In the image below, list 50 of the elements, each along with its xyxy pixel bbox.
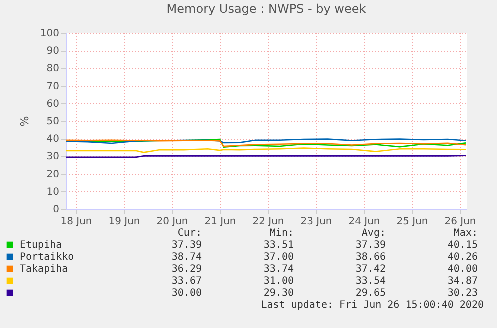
text: 37.00 [264, 252, 294, 263]
text: 33.54 [356, 276, 386, 287]
x-tick-label: 26 Jun [444, 216, 476, 228]
text: 40.15 [448, 240, 478, 251]
y-tick-label: 10 [46, 186, 60, 198]
text: 30.00 [172, 288, 202, 299]
y-tick-label: 50 [46, 116, 60, 128]
text: 38.74 [172, 252, 202, 263]
x-tick-label: 23 Jun [300, 216, 332, 228]
text: 29.65 [356, 288, 386, 299]
x-tick-label: 19 Jun [108, 216, 140, 228]
y-tick-label: 20 [46, 169, 60, 180]
y-tick-label: 70 [46, 81, 60, 92]
text: 37.39 [172, 240, 202, 251]
x-tick-label: 25 Jun [396, 216, 428, 228]
text: 33.51 [264, 240, 294, 251]
text: 37.39 [356, 240, 386, 251]
text: Avg: [362, 228, 386, 239]
x-tick-label: 22 Jun [252, 216, 284, 228]
chart-title: Memory Usage : NWPS - by week [166, 2, 366, 16]
text: 40.26 [448, 252, 478, 263]
y-axis-title: % [18, 116, 32, 127]
text: Last update: Fri Jun 26 15:00:40 2020 [261, 300, 484, 311]
text: Cur: [178, 228, 202, 239]
text: 34.87 [448, 276, 478, 287]
text: 37.42 [356, 264, 386, 275]
y-tick-label: 40 [46, 134, 60, 146]
text: 40.00 [448, 264, 478, 275]
text: 29.30 [264, 288, 294, 299]
legend-label: Takapiha [20, 264, 68, 275]
legend-label: Portaikko [20, 252, 74, 263]
text: 33.74 [264, 264, 294, 275]
text: Max: [454, 228, 478, 239]
y-tick-label: 80 [46, 64, 60, 75]
text: Min: [270, 228, 294, 239]
text: 31.00 [264, 276, 294, 287]
x-tick-label: 21 Jun [204, 216, 236, 228]
y-tick-label: 0 [53, 204, 60, 216]
y-tick-label: 60 [46, 98, 60, 110]
text: 36.29 [172, 264, 202, 275]
text: 38.66 [356, 252, 386, 263]
y-tick-label: 100 [40, 28, 60, 40]
legend-label: Etupiha [20, 240, 62, 251]
x-tick-label: 24 Jun [348, 216, 380, 228]
text: 30.23 [448, 288, 478, 299]
text: 33.67 [172, 276, 202, 287]
x-tick-label: 20 Jun [156, 216, 188, 228]
y-tick-label: 90 [46, 46, 60, 58]
y-tick-label: 30 [46, 152, 60, 163]
x-tick-label: 18 Jun [60, 216, 92, 228]
